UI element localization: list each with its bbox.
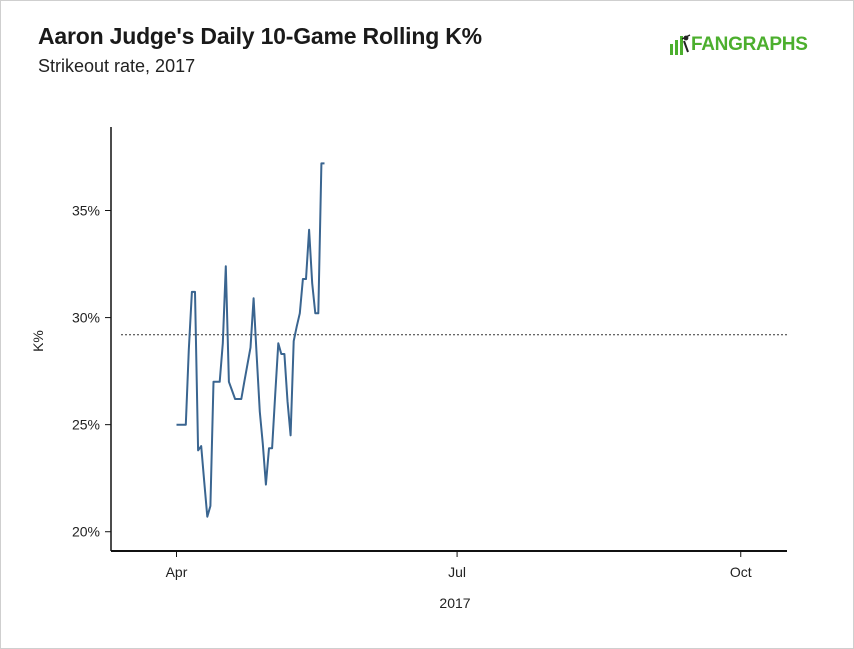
y-tick-label: 35% xyxy=(72,203,100,219)
y-tick-label: 30% xyxy=(72,310,100,326)
fangraphs-logo: FANGRAPHS xyxy=(669,34,808,56)
k-percent-series-line xyxy=(176,162,325,518)
x-tick-label: Oct xyxy=(730,564,752,580)
x-tick-label: Jul xyxy=(448,564,466,580)
y-tick-label: 25% xyxy=(72,417,100,433)
y-axis-label: K% xyxy=(30,330,46,352)
x-axis-label: 2017 xyxy=(439,595,470,611)
chart-subtitle: Strikeout rate, 2017 xyxy=(38,56,196,76)
chart-title: Aaron Judge's Daily 10-Game Rolling K% xyxy=(38,23,482,49)
x-tick-label: Apr xyxy=(166,564,188,580)
y-tick-label: 20% xyxy=(72,524,100,540)
batter-icon xyxy=(670,34,691,55)
logo-wordmark: FANGRAPHS xyxy=(691,34,808,55)
